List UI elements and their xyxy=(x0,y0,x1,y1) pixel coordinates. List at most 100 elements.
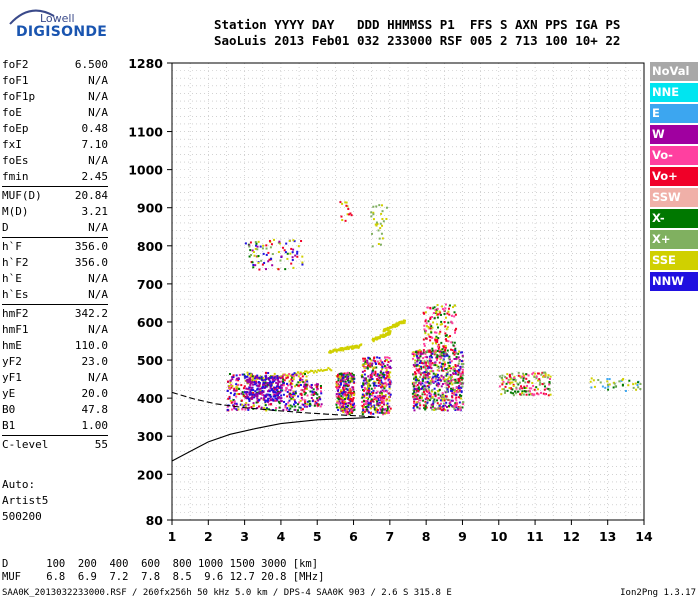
echo-point xyxy=(272,395,275,398)
echo-point xyxy=(353,406,356,409)
echo-point xyxy=(282,408,285,411)
echo-point xyxy=(435,311,438,314)
echo-point xyxy=(375,221,378,224)
echo-point xyxy=(274,398,277,401)
echo-point xyxy=(279,397,282,400)
echo-point xyxy=(425,329,428,332)
echo-point xyxy=(422,399,425,402)
echo-point xyxy=(344,398,347,401)
echo-point xyxy=(251,397,254,400)
echo-point xyxy=(381,385,384,388)
echo-point xyxy=(531,381,534,384)
echo-point xyxy=(226,380,229,383)
echo-point xyxy=(308,400,311,403)
echo-point xyxy=(293,399,296,402)
echo-point xyxy=(438,361,441,364)
echo-point xyxy=(459,375,462,378)
param-row: foF1p N/A xyxy=(2,89,108,105)
echo-point xyxy=(456,403,459,406)
echo-point xyxy=(636,384,639,387)
echo-point xyxy=(504,391,507,394)
echo-point xyxy=(421,352,424,355)
echo-point xyxy=(431,395,434,398)
echo-point xyxy=(308,405,311,408)
echo-point xyxy=(430,325,433,328)
echo-point xyxy=(389,367,392,370)
echo-point xyxy=(376,403,379,406)
echo-point xyxy=(379,243,382,246)
echo-point xyxy=(413,390,416,393)
echo-point xyxy=(340,348,343,351)
echo-point xyxy=(531,392,534,395)
echo-point xyxy=(337,373,340,376)
echo-point xyxy=(443,321,446,324)
param-label: hmF2 xyxy=(2,307,29,320)
echo-point xyxy=(522,393,525,396)
echo-point xyxy=(454,329,457,332)
echo-point xyxy=(348,413,351,416)
echo-point xyxy=(369,411,372,414)
echo-point xyxy=(233,392,236,395)
echo-point xyxy=(355,346,358,349)
echo-point xyxy=(531,372,534,375)
echo-point xyxy=(366,359,369,362)
echo-point xyxy=(372,218,375,221)
echo-point xyxy=(443,345,446,348)
echo-point xyxy=(608,383,611,386)
param-label: MUF(D) xyxy=(2,189,42,202)
echo-point xyxy=(380,232,383,235)
echo-point xyxy=(537,379,540,382)
echo-point xyxy=(528,393,531,396)
echo-point xyxy=(445,374,448,377)
echo-point xyxy=(311,369,314,372)
echo-point xyxy=(386,371,389,374)
echo-point xyxy=(440,348,443,351)
echo-point xyxy=(447,340,450,343)
x-tick-label: 13 xyxy=(599,529,616,544)
echo-point xyxy=(280,255,283,258)
echo-point xyxy=(347,402,350,405)
echo-point xyxy=(372,205,375,208)
echo-point xyxy=(377,397,380,400)
autoscale-line-1: Auto: xyxy=(2,478,36,491)
echo-point xyxy=(452,406,455,409)
echo-point xyxy=(292,391,295,394)
echo-point xyxy=(440,356,443,359)
echo-point xyxy=(296,250,299,253)
echo-point xyxy=(348,381,351,384)
echo-point xyxy=(448,399,451,402)
echo-point xyxy=(536,388,539,391)
echo-point xyxy=(285,408,288,411)
echo-point xyxy=(282,384,285,387)
echo-point xyxy=(304,404,307,407)
echo-point xyxy=(428,376,431,379)
echo-point xyxy=(433,353,436,356)
echo-point xyxy=(449,370,452,373)
echo-point xyxy=(232,374,235,377)
echo-point xyxy=(508,375,511,378)
echo-point xyxy=(414,374,417,377)
echo-point xyxy=(417,379,420,382)
echo-point xyxy=(425,396,428,399)
echo-point xyxy=(335,385,338,388)
echo-point xyxy=(380,411,383,414)
echo-point xyxy=(255,380,258,383)
echo-point xyxy=(235,402,238,405)
echo-point xyxy=(459,372,462,375)
echo-point xyxy=(271,377,274,380)
param-row: h`F2 356.0 xyxy=(2,255,108,271)
echo-point xyxy=(314,369,317,372)
echo-point xyxy=(257,240,260,243)
echo-point xyxy=(412,406,415,409)
echo-point xyxy=(607,388,610,391)
echo-point xyxy=(439,399,442,402)
echo-point xyxy=(348,380,351,383)
echo-point xyxy=(446,388,449,391)
echo-point xyxy=(428,355,431,358)
echo-point xyxy=(449,335,452,338)
echo-point xyxy=(345,383,348,386)
echo-point xyxy=(367,392,370,395)
echo-point xyxy=(436,369,439,372)
param-row: B1 1.00 xyxy=(2,418,108,434)
echo-point xyxy=(327,366,330,369)
